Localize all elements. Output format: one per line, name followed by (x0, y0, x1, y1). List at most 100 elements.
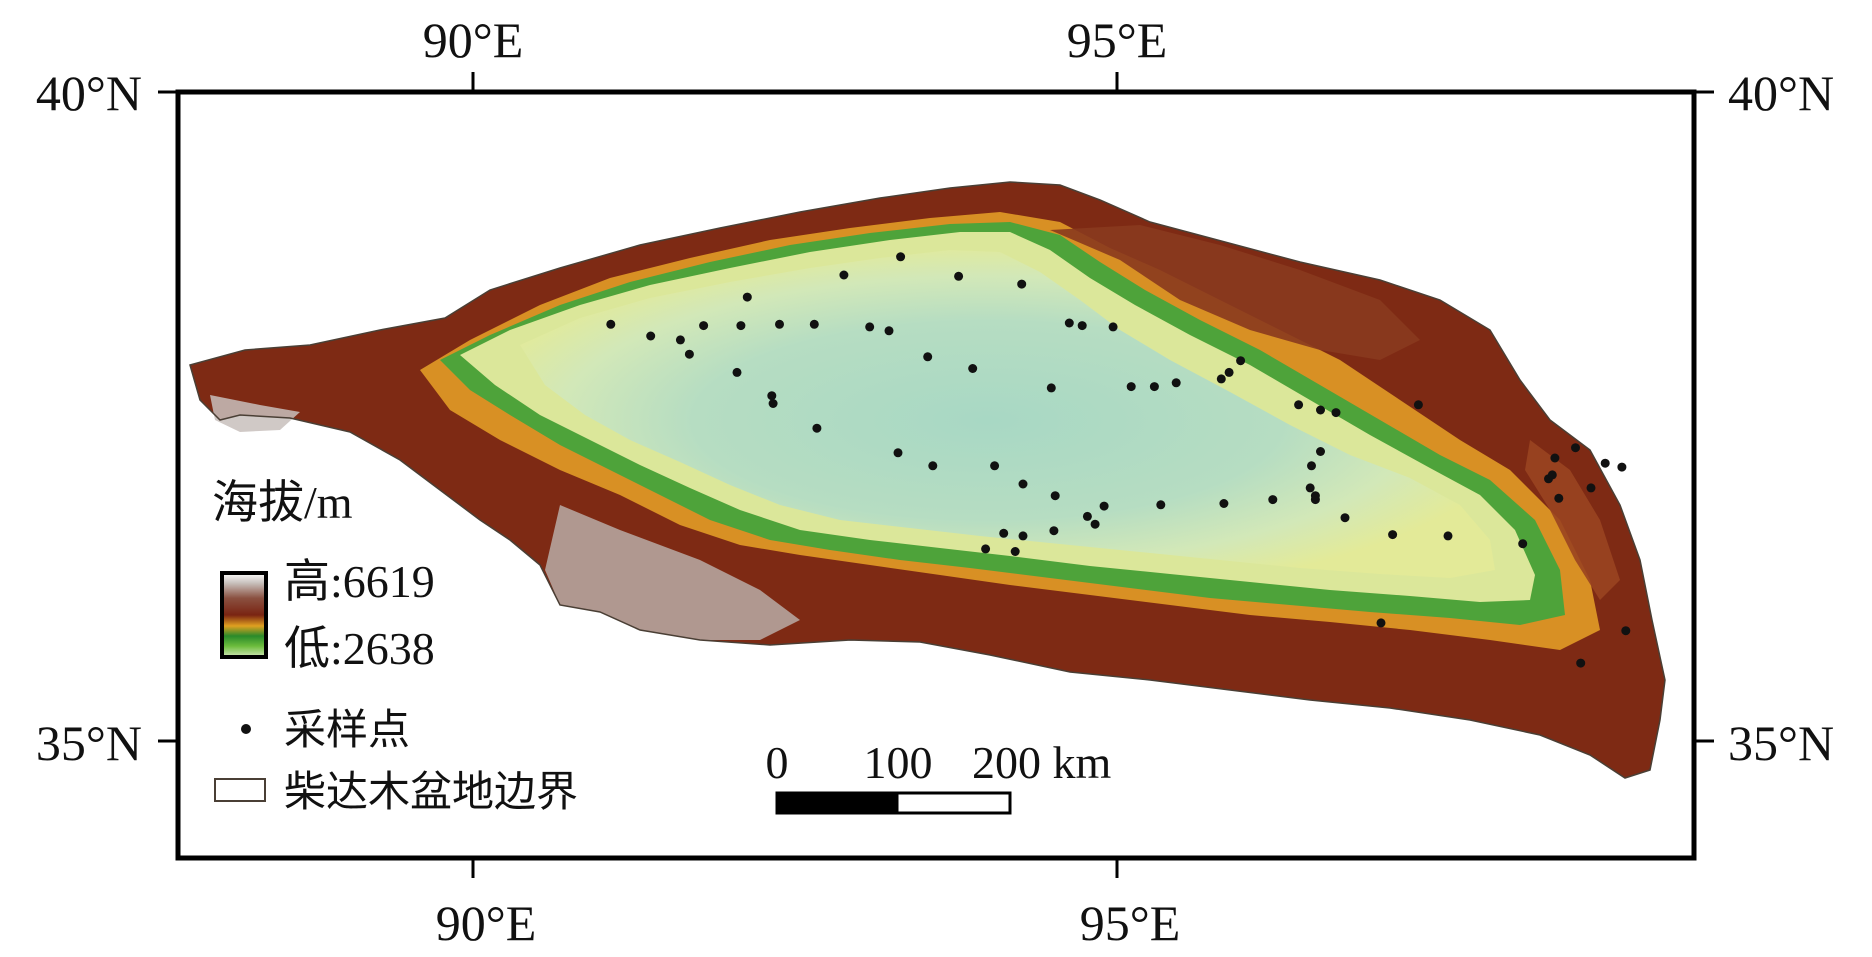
scale-label-0: 0 (766, 737, 789, 788)
sample-point (684, 349, 694, 359)
sample-point (968, 364, 978, 373)
sample-point (839, 270, 849, 280)
sample-point (1050, 491, 1060, 501)
sample-point (1017, 279, 1027, 289)
sample-point (809, 319, 819, 329)
scale-segment-white (895, 791, 1012, 815)
sample-point (923, 352, 933, 362)
sample-point (1413, 400, 1423, 410)
sample-point (1331, 408, 1341, 418)
lat-label-right-40: 40°N (1728, 65, 1834, 121)
sample-point (775, 319, 784, 329)
sample-point (1294, 400, 1304, 410)
sample-point (1554, 493, 1564, 503)
sample-point (1049, 526, 1059, 536)
sample-point (1518, 539, 1528, 549)
sample-point (1010, 547, 1020, 556)
sample-point (1310, 491, 1320, 501)
legend-sample-label: 采样点 (284, 708, 410, 754)
sample-point (1305, 483, 1315, 493)
sample-point (1219, 499, 1229, 508)
sample-point (699, 321, 709, 331)
legend-low-label: 低:2638 (284, 623, 435, 674)
sample-point (999, 528, 1009, 538)
scale-segment-black (775, 791, 899, 815)
sample-points (606, 252, 1631, 668)
sample-point (1216, 374, 1226, 384)
legend-elevation-ramp (220, 571, 268, 659)
sample-point (606, 319, 616, 329)
lat-label-right-35: 35°N (1728, 715, 1834, 771)
sample-point (1576, 658, 1586, 668)
lon-label-top-95: 95°E (1067, 12, 1168, 68)
lon-label-bottom-95: 95°E (1080, 895, 1181, 951)
legend-elevation-title: 海拔/m (212, 477, 353, 528)
sample-point (1224, 367, 1234, 377)
sample-point (1156, 500, 1166, 510)
sample-point (896, 252, 906, 262)
sample-point (1600, 458, 1610, 468)
sample-point (1046, 383, 1056, 393)
sample-point (1090, 519, 1100, 529)
sample-point (928, 461, 938, 471)
sample-point (1082, 511, 1092, 521)
elevation-raster (190, 182, 1665, 778)
high-peaks-sw (545, 505, 800, 640)
sample-point (1316, 405, 1325, 415)
sample-point (893, 448, 903, 458)
sample-point (812, 423, 822, 433)
sample-point (1376, 618, 1386, 628)
sample-point (736, 321, 746, 331)
sample-point (742, 292, 752, 302)
sample-point (1547, 470, 1557, 480)
sample-point (646, 331, 656, 341)
sample-point (1171, 378, 1181, 388)
scale-label-100: 100 (864, 737, 933, 788)
lat-label-left-35: 35°N (36, 715, 142, 771)
sample-point (1268, 495, 1278, 505)
sample-point (1018, 479, 1028, 489)
sample-point (1586, 483, 1596, 493)
sample-point (675, 335, 685, 345)
sample-point (1236, 356, 1246, 366)
sample-point (1077, 321, 1087, 331)
sample-point (884, 326, 894, 336)
sample-point (1621, 626, 1631, 636)
sample-point (1307, 461, 1316, 471)
scale-bar: 0 100 200 km (766, 737, 1112, 815)
lon-label-top-90: 90°E (423, 12, 524, 68)
sample-point (1316, 447, 1325, 456)
legend-boundary-label: 柴达木盆地边界 (284, 770, 578, 816)
basin-floor (520, 250, 1495, 578)
legend-boundary-swatch (214, 778, 266, 802)
graticule-ticks (158, 72, 1714, 878)
sample-point (732, 367, 742, 377)
sample-point (865, 322, 875, 332)
sample-point (768, 399, 778, 408)
sample-point (981, 544, 991, 554)
sample-point (1571, 443, 1580, 453)
sample-point (1018, 531, 1028, 541)
sample-point (767, 391, 777, 401)
sample-point (1108, 322, 1118, 332)
legend-sample-marker (241, 724, 251, 734)
north-spur (1050, 225, 1420, 360)
sample-point (1388, 530, 1398, 540)
legend-high-label: 高:6619 (284, 556, 435, 607)
sample-point (1550, 453, 1560, 463)
legend: 海拔/m 高:6619 低:2638 采样点 柴达木盆地边界 (212, 477, 578, 816)
sample-point (954, 271, 964, 281)
sample-point (1340, 513, 1350, 523)
sample-point (1443, 531, 1453, 541)
scale-label-200: 200 km (972, 737, 1112, 788)
basin-boundary (189, 181, 1666, 779)
lon-label-bottom-90: 90°E (436, 895, 537, 951)
sample-point (1617, 462, 1627, 472)
sample-point (1099, 501, 1109, 511)
sample-point (1149, 382, 1159, 392)
sample-point (990, 461, 1000, 471)
high-peaks-west (210, 395, 300, 432)
sample-point (1126, 382, 1136, 392)
